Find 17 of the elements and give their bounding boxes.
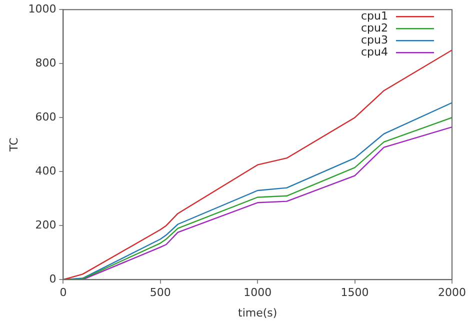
x-tick-label: 1000 — [244, 286, 272, 300]
y-tick-label: 800 — [35, 56, 56, 70]
y-tick-label: 1000 — [28, 2, 56, 16]
x-tick-label: 500 — [150, 286, 171, 300]
y-tick-label: 200 — [35, 218, 56, 232]
legend-label: cpu3 — [360, 33, 388, 46]
y-tick-label: 400 — [35, 164, 56, 178]
y-tick-label: 0 — [49, 272, 56, 286]
legend-label: cpu1 — [360, 9, 388, 22]
y-axis-title: TC — [7, 137, 20, 152]
x-axis-title: time(s) — [238, 306, 278, 320]
y-tick-label: 600 — [35, 110, 56, 124]
x-tick-label: 1500 — [340, 286, 369, 300]
legend-label: cpu2 — [360, 21, 388, 34]
x-tick-label: 0 — [60, 286, 67, 300]
legend-label: cpu4 — [360, 45, 388, 58]
x-tick-label: 2000 — [438, 286, 466, 300]
